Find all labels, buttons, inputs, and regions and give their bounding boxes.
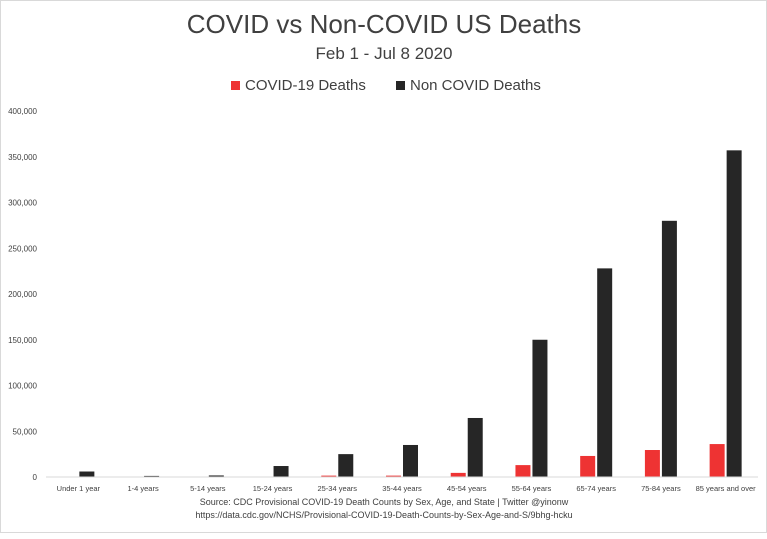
bar-covid [515, 465, 530, 477]
chart-subtitle: Feb 1 - Jul 8 2020 [315, 44, 452, 63]
chart-title: COVID vs Non-COVID US Deaths [187, 9, 581, 39]
y-tick-label: 350,000 [8, 153, 37, 162]
bar-covid [710, 444, 725, 477]
bar-non-covid [79, 472, 94, 477]
bars [62, 150, 741, 477]
bar-non-covid [338, 454, 353, 477]
bar-non-covid [274, 466, 289, 477]
y-tick-label: 100,000 [8, 382, 37, 391]
source-url[interactable]: https://data.cdc.gov/NCHS/Provisional-CO… [195, 510, 572, 520]
x-tick-label: 55-64 years [512, 484, 552, 493]
bar-non-covid [468, 418, 483, 477]
x-tick-label: 45-54 years [447, 484, 487, 493]
bar-non-covid [597, 268, 612, 477]
bar-non-covid [532, 340, 547, 477]
bar-non-covid [662, 221, 677, 477]
y-tick-label: 400,000 [8, 107, 37, 116]
legend-swatch [231, 81, 240, 90]
bar-non-covid [727, 150, 742, 477]
x-tick-label: 5-14 years [190, 484, 226, 493]
y-tick-label: 150,000 [8, 336, 37, 345]
x-tick-label: Under 1 year [57, 484, 101, 493]
bar-covid [580, 456, 595, 477]
x-tick-label: 15-24 years [253, 484, 293, 493]
y-axis: 0 50,000 100,000 150,000 200,000 250,000 300,0… [8, 107, 37, 482]
legend-label: Non COVID Deaths [410, 77, 541, 94]
y-tick-label: 200,000 [8, 290, 37, 299]
x-tick-label: 35-44 years [382, 484, 422, 493]
source-credit: Source: CDC Provisional COVID-19 Death C… [200, 497, 569, 507]
bar-covid [645, 450, 660, 477]
legend-swatch [396, 81, 405, 90]
legend: COVID-19 Deaths Non COVID Deaths [231, 77, 541, 94]
bar-covid [451, 473, 466, 477]
x-tick-label: 65-74 years [576, 484, 616, 493]
y-tick-label: 0 [33, 473, 38, 482]
y-tick-label: 250,000 [8, 244, 37, 253]
y-tick-label: 50,000 [13, 427, 38, 436]
x-tick-label: 25-34 years [317, 484, 357, 493]
x-axis: Under 1 year 1-4 years 5-14 years 15-24 yea… [46, 477, 758, 493]
legend-label: COVID-19 Deaths [245, 77, 366, 94]
y-tick-label: 300,000 [8, 199, 37, 208]
x-tick-label: 85 years and over [696, 484, 757, 493]
x-tick-label: 75-84 years [641, 484, 681, 493]
bar-non-covid [403, 445, 418, 477]
x-tick-label: 1-4 years [127, 484, 159, 493]
